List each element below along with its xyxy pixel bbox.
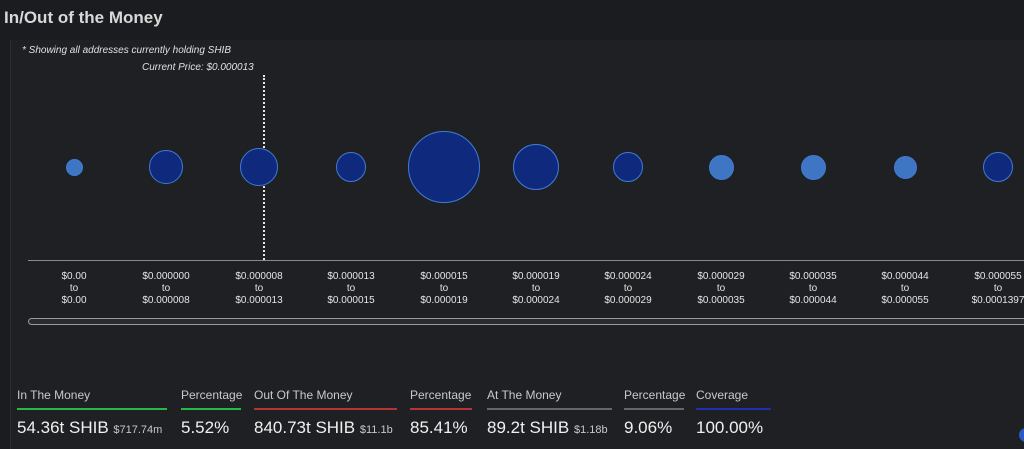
range-label: $0.000035 to $0.000044 xyxy=(768,271,858,307)
range-bubble[interactable] xyxy=(800,154,826,180)
at-the-money-usd: $1.18b xyxy=(573,424,608,436)
in-the-money-usd: $717.74m xyxy=(113,424,163,436)
range-to: $0.000013 xyxy=(235,295,283,306)
range-to: $0.000044 xyxy=(789,295,837,306)
chart-scrollbar[interactable] xyxy=(28,318,1024,325)
range-label: $0.000008 to $0.000013 xyxy=(214,271,304,307)
help-chat-icon[interactable] xyxy=(1019,428,1024,442)
in-percentage-label: Percentage xyxy=(181,388,242,410)
range-from: $0.000055 xyxy=(974,271,1022,282)
at-the-money-value: 89.2t SHIB xyxy=(487,418,570,437)
range-from: $0.000029 xyxy=(697,271,745,282)
range-from: $0.000019 xyxy=(512,271,560,282)
range-bubble[interactable] xyxy=(149,150,183,184)
range-label: $0.000013 to $0.000015 xyxy=(306,271,396,307)
range-bubble[interactable] xyxy=(408,131,480,203)
range-bubble[interactable] xyxy=(893,155,917,179)
range-to-word: to xyxy=(531,283,541,294)
at-percentage-stat: Percentage 9.06% xyxy=(624,388,685,438)
range-to-word: to xyxy=(716,283,726,294)
range-bubble[interactable] xyxy=(708,154,734,180)
range-to: $0.0001397 xyxy=(971,295,1024,306)
at-percentage-value: 9.06% xyxy=(624,418,673,437)
range-to: $0.000055 xyxy=(881,295,929,306)
chart-baseline xyxy=(28,260,1024,261)
range-label: $0.000029 to $0.000035 xyxy=(676,271,766,307)
range-from: $0.000024 xyxy=(604,271,652,282)
range-label: $0.000015 to $0.000019 xyxy=(399,271,489,307)
range-to-word: to xyxy=(900,283,910,294)
out-percentage-value: 85.41% xyxy=(410,418,468,437)
range-to-word: to xyxy=(623,283,633,294)
range-from: $0.000008 xyxy=(235,271,283,282)
in-percentage-value: 5.52% xyxy=(181,418,230,437)
in-the-money-stat: In The Money 54.36t SHIB $717.74m xyxy=(17,388,167,438)
coverage-value: 100.00% xyxy=(696,418,764,437)
range-label: $0.000019 to $0.000024 xyxy=(491,271,581,307)
range-from: $0.000015 xyxy=(420,271,468,282)
range-to: $0.000024 xyxy=(512,295,560,306)
out-of-the-money-usd: $11.1b xyxy=(359,424,393,436)
out-of-the-money-stat: Out Of The Money 840.73t SHIB $11.1b xyxy=(254,388,397,438)
range-label: $0.00 to $0.00 xyxy=(29,271,119,307)
in-the-money-value: 54.36t SHIB xyxy=(17,418,109,437)
range-bubble[interactable] xyxy=(65,158,83,176)
range-bubble[interactable] xyxy=(240,148,278,186)
page-title: In/Out of the Money xyxy=(4,8,163,27)
current-price-label: Current Price: $0.000013 xyxy=(142,62,254,73)
at-the-money-stat: At The Money 89.2t SHIB $1.18b xyxy=(487,388,612,438)
range-to-word: to xyxy=(69,283,79,294)
out-of-the-money-value: 840.73t SHIB xyxy=(254,418,356,437)
chart-panel xyxy=(10,40,1024,449)
out-percentage-label: Percentage xyxy=(410,388,472,410)
holders-note: * Showing all addresses currently holdin… xyxy=(22,45,231,56)
range-from: $0.000035 xyxy=(789,271,837,282)
range-to: $0.000029 xyxy=(604,295,652,306)
range-to-word: to xyxy=(439,283,449,294)
range-to: $0.000015 xyxy=(327,295,375,306)
range-to: $0.000035 xyxy=(697,295,745,306)
in-percentage-stat: Percentage 5.52% xyxy=(181,388,242,438)
coverage-label: Coverage xyxy=(696,388,771,410)
out-of-the-money-label: Out Of The Money xyxy=(254,388,397,410)
out-percentage-stat: Percentage 85.41% xyxy=(410,388,472,438)
range-label: $0.000024 to $0.000029 xyxy=(583,271,673,307)
in-the-money-label: In The Money xyxy=(17,388,167,410)
at-percentage-label: Percentage xyxy=(624,388,685,410)
range-from: $0.000013 xyxy=(327,271,375,282)
coverage-stat: Coverage 100.00% xyxy=(696,388,771,438)
range-bubble[interactable] xyxy=(513,144,559,190)
range-label: $0.000044 to $0.000055 xyxy=(860,271,950,307)
range-label: $0.000000 to $0.000008 xyxy=(121,271,211,307)
range-label: $0.000055 to $0.0001397 xyxy=(953,271,1024,307)
range-to-word: to xyxy=(808,283,818,294)
range-to: $0.000019 xyxy=(420,295,468,306)
range-bubble[interactable] xyxy=(983,152,1013,182)
range-to-word: to xyxy=(254,283,264,294)
range-to: $0.000008 xyxy=(142,295,190,306)
range-to: $0.00 xyxy=(61,295,87,306)
range-from: $0.000000 xyxy=(142,271,190,282)
range-from: $0.00 xyxy=(61,271,87,282)
range-to-word: to xyxy=(161,283,171,294)
range-from: $0.000044 xyxy=(881,271,929,282)
range-to-word: to xyxy=(993,283,1003,294)
at-the-money-label: At The Money xyxy=(487,388,612,410)
range-to-word: to xyxy=(346,283,356,294)
range-bubble[interactable] xyxy=(336,152,366,182)
range-bubble[interactable] xyxy=(613,152,643,182)
